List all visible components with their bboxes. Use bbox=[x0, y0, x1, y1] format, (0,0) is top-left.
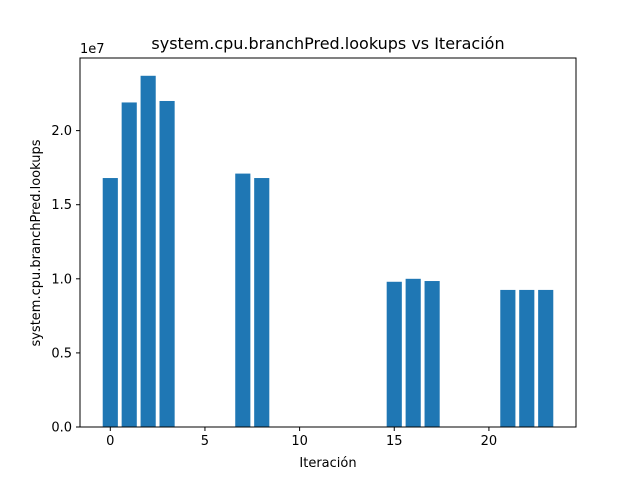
x-tick-label: 10 bbox=[291, 434, 308, 449]
bar-iteration-21 bbox=[500, 289, 516, 427]
y-tick-label: 2.0 bbox=[51, 124, 72, 139]
y-scale-offset-label: 1e7 bbox=[80, 42, 105, 57]
bar-iteration-2 bbox=[140, 75, 156, 427]
x-tick-label: 0 bbox=[106, 434, 114, 449]
bar-iteration-16 bbox=[405, 278, 421, 427]
x-tick-label: 5 bbox=[201, 434, 209, 449]
x-ticks-group: 0 5 10 15 20 bbox=[106, 427, 497, 449]
bar-iteration-17 bbox=[424, 281, 440, 427]
bar-iteration-22 bbox=[519, 289, 535, 427]
bar-iteration-15 bbox=[386, 281, 402, 427]
plot-frame bbox=[79, 57, 577, 428]
bar-iteration-0 bbox=[102, 178, 118, 427]
y-axis-label: system.cpu.branchPred.lookups bbox=[29, 139, 44, 346]
y-tick-label: 1.5 bbox=[51, 198, 72, 213]
y-tick-label: 1.0 bbox=[51, 272, 72, 287]
bar-iteration-8 bbox=[254, 178, 270, 427]
bar-iteration-3 bbox=[159, 100, 175, 428]
y-tick-label: 0.0 bbox=[51, 421, 72, 436]
bar-iteration-23 bbox=[538, 289, 554, 427]
y-ticks-group: 0.0 0.5 1.0 1.5 2.0 bbox=[51, 124, 80, 436]
bars-group bbox=[102, 75, 554, 428]
y-tick-label: 0.5 bbox=[51, 346, 72, 361]
x-axis-label: Iteración bbox=[299, 456, 356, 471]
x-tick-label: 20 bbox=[481, 434, 498, 449]
chart-title: system.cpu.branchPred.lookups vs Iteraci… bbox=[151, 34, 504, 53]
bar-iteration-1 bbox=[121, 102, 137, 428]
bar-iteration-7 bbox=[235, 173, 251, 427]
x-tick-label: 15 bbox=[386, 434, 403, 449]
